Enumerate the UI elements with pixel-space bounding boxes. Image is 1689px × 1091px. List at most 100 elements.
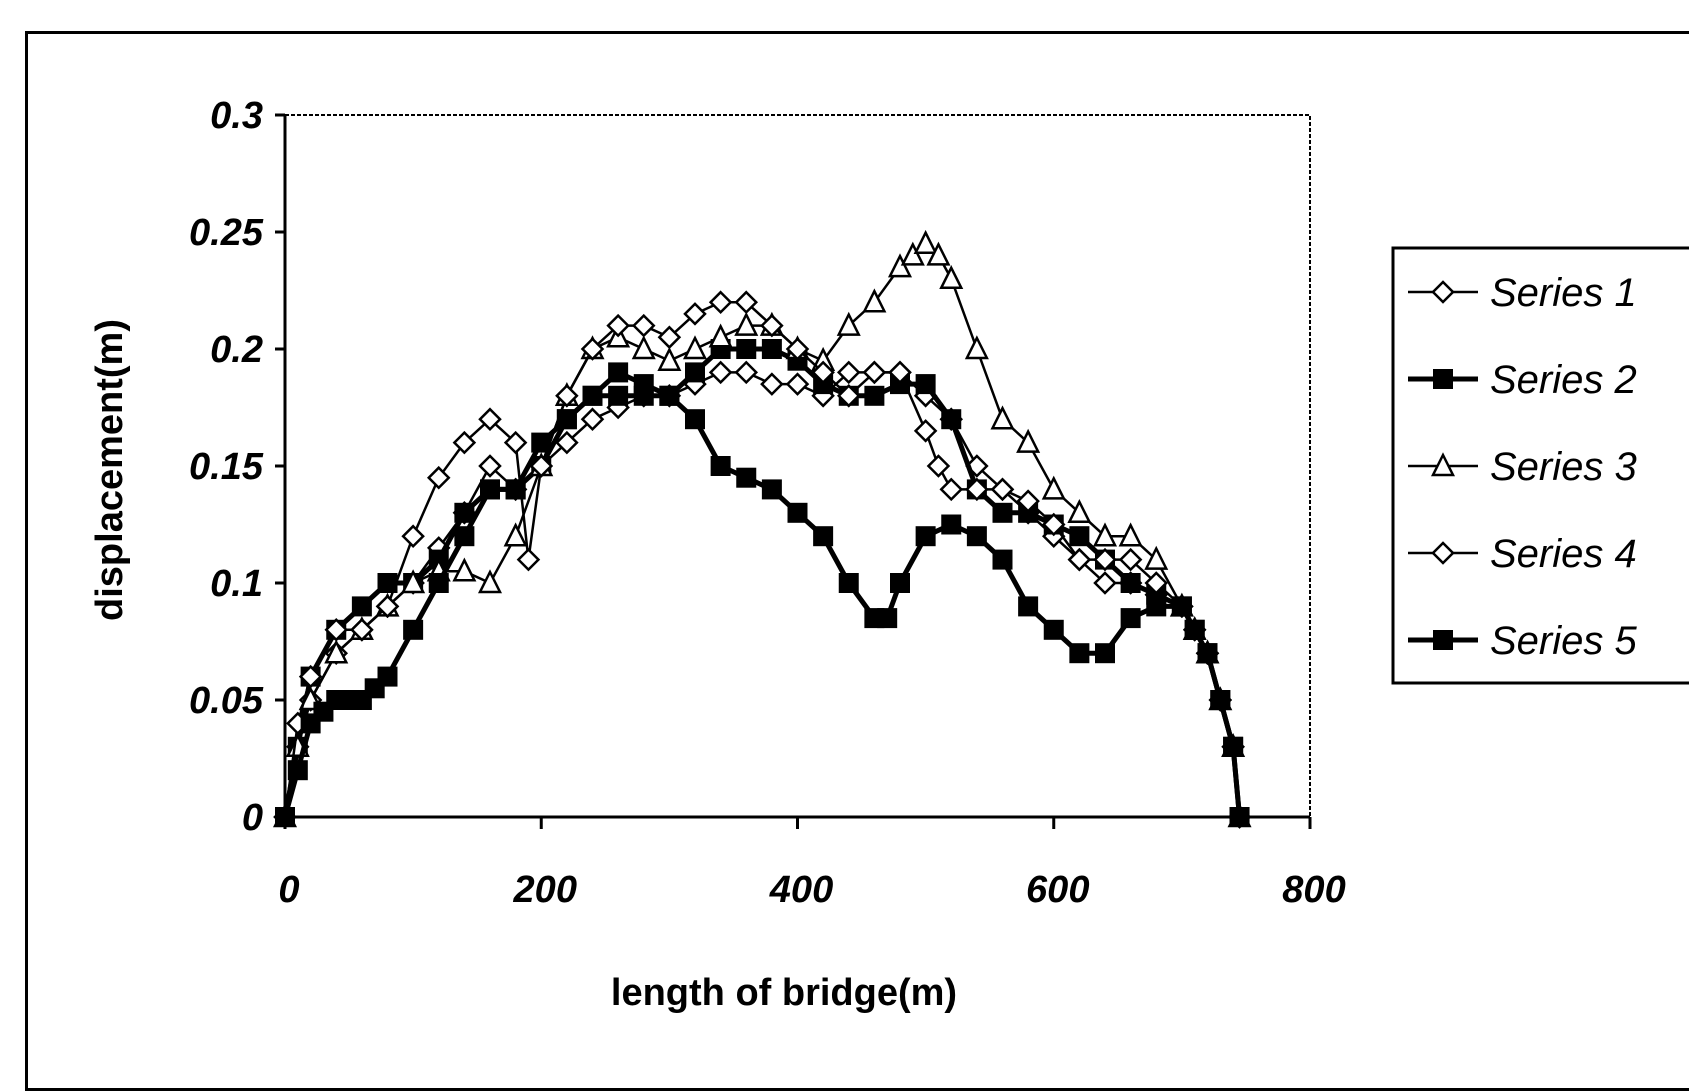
tick-labels: 0 0.05 0.1 0.15 0.2 0.25 0.3 0 200 400 600 800 [189,95,1346,911]
data-point [351,596,372,617]
data-point [708,323,733,348]
legend-label: Series 4 [1490,532,1637,576]
legend-item: Series 4 [1408,532,1637,576]
data-point [1041,512,1066,537]
data-point [926,454,951,478]
data-point [760,313,784,338]
data-point [1197,643,1218,664]
data-point [377,573,398,593]
data-point [836,311,861,336]
data-point [478,454,502,478]
data-point [1067,547,1092,572]
x-tick-label: 400 [769,869,833,911]
legend-item: Series 1 [1408,271,1637,315]
legend-item: Series 2 [1408,358,1637,402]
data-point [452,557,477,582]
data-point [608,362,629,383]
data-point [915,374,936,395]
data-point [659,385,680,406]
data-point [760,372,784,396]
y-axis-title: displacement(m) [89,319,131,621]
data-point [403,619,424,640]
data-point [838,573,859,593]
y-tick-label: 0.05 [189,680,264,722]
data-point [1184,619,1205,640]
data-point [428,573,449,593]
data-point [1043,619,1064,640]
series-1 [273,360,1252,829]
data-point [503,522,528,547]
data-point [992,549,1013,570]
legend-item: Series 5 [1408,619,1637,663]
data-point [708,290,733,314]
data-point [1120,608,1141,629]
data-point [1093,571,1117,595]
x-tick-label: 0 [278,869,299,911]
data-point [657,325,682,350]
data-point [682,335,708,360]
data-point [734,360,759,385]
data-point [503,430,528,455]
data-point [992,502,1013,523]
series-line [283,371,1241,818]
data-point [811,360,835,385]
data-point [529,454,554,478]
data-point [887,253,913,278]
data-point [580,407,605,431]
data-point [683,302,707,326]
data-point [1146,596,1167,617]
data-point [631,313,656,338]
data-point [990,477,1015,502]
data-point [1016,489,1040,513]
data-point [1120,573,1141,593]
data-point [1144,545,1169,570]
data-point [941,409,962,430]
data-point [275,807,295,827]
data-point [478,407,502,431]
data-point [1018,596,1039,617]
data-point [657,346,682,371]
data-point [556,409,577,430]
data-point [324,618,349,642]
data-point [454,526,475,547]
data-point [1092,522,1118,547]
data-point [401,524,425,548]
data-point [785,337,810,361]
data-point [708,360,733,385]
data-point [734,311,759,336]
data-point [505,479,526,500]
data-point [1093,547,1117,572]
data-point [990,405,1015,430]
legend: Series 1 Series 2 Series 3 Series 4 Series 5 [1391,246,1689,685]
x-tick-label: 600 [1026,869,1089,911]
data-point [915,526,936,547]
y-tick-label: 0.1 [210,563,263,605]
data-point [913,419,938,443]
data-point [1067,499,1092,524]
data-point [377,666,398,687]
legend-item: Series 3 [1408,445,1637,489]
data-point [941,514,962,535]
data-point [580,337,605,361]
data-point [1223,736,1244,757]
data-point [964,335,989,360]
data-point [685,409,705,430]
data-point [836,360,861,385]
data-point [287,760,308,781]
data-point [633,385,654,406]
data-point [939,265,964,290]
data-point [582,385,603,406]
x-tick-label: 200 [513,869,577,911]
data-point [1171,596,1192,617]
data-point [862,360,887,385]
legend-label: Series 5 [1490,619,1637,663]
data-point [736,339,757,359]
data-point [298,664,323,689]
data-point [324,639,349,664]
data-point [350,618,374,642]
y-tick-label: 0.25 [189,212,264,254]
data-point [516,547,541,572]
y-tick-label: 0 [242,797,263,839]
data-point [926,241,951,266]
